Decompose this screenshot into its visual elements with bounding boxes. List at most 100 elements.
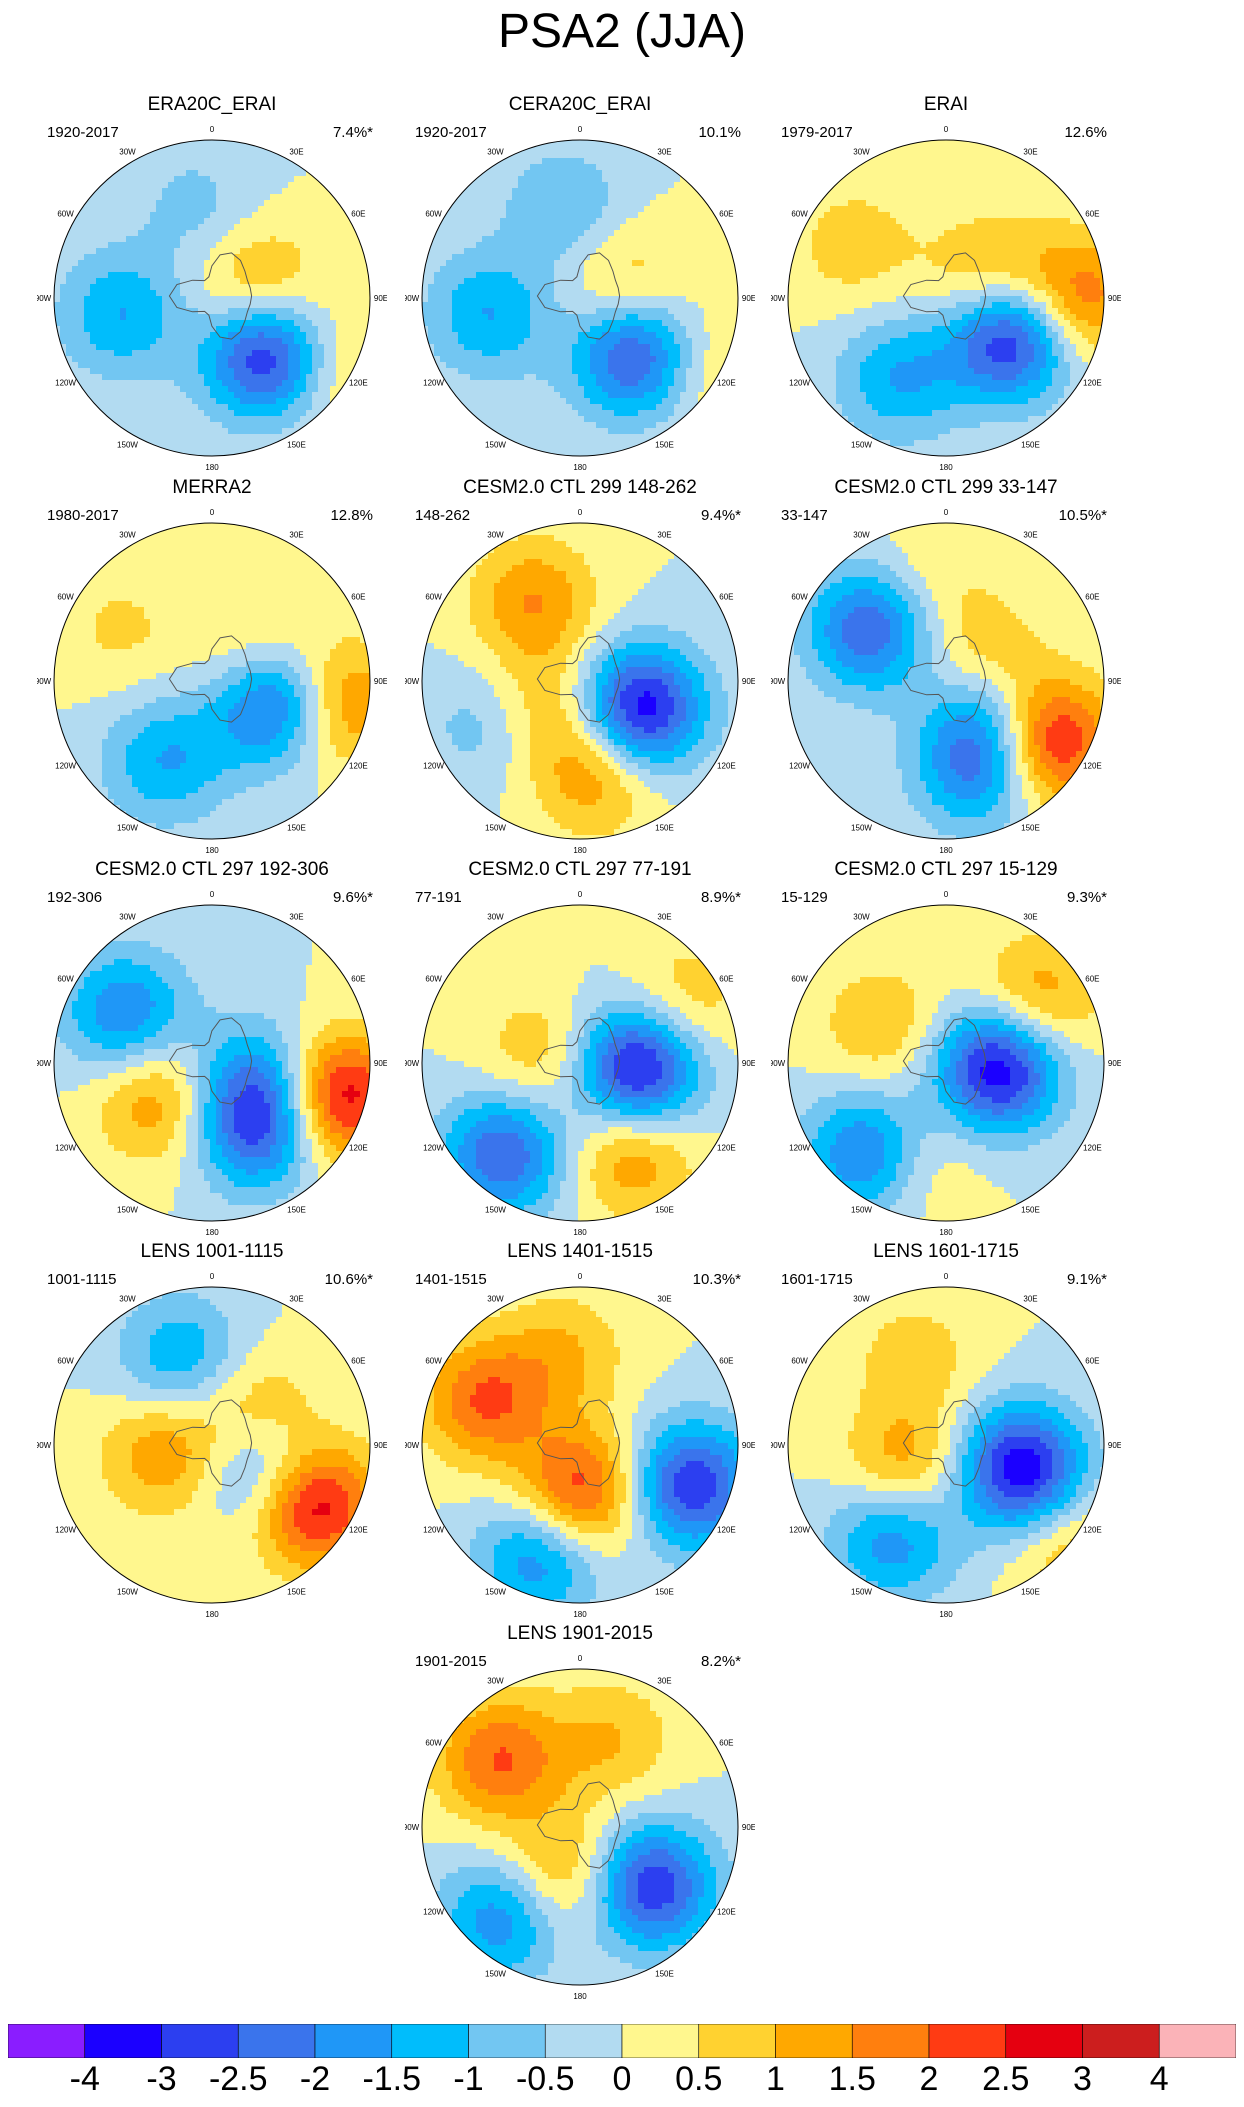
field-cell: [66, 266, 73, 273]
field-cell: [632, 338, 639, 345]
field-cell: [150, 176, 157, 183]
field-cell: [102, 260, 109, 267]
field-cell: [120, 308, 127, 315]
field-cell: [78, 146, 85, 153]
field-cell: [530, 272, 537, 279]
field-cell: [348, 182, 355, 189]
field-cell: [524, 266, 531, 273]
field-cell: [536, 170, 543, 177]
field-cell: [650, 296, 657, 303]
field-cell: [72, 362, 79, 369]
field-cell: [126, 290, 133, 297]
field-cell: [728, 218, 735, 225]
field-cell: [542, 224, 549, 231]
field-cell: [282, 290, 289, 297]
field-cell: [138, 248, 145, 255]
field-cell: [162, 368, 169, 375]
field-cell: [246, 284, 253, 291]
field-cell: [174, 152, 181, 159]
field-cell: [644, 380, 651, 387]
field-cell: [270, 332, 277, 339]
field-cell: [680, 302, 687, 309]
field-cell: [222, 266, 229, 273]
field-cell: [698, 320, 705, 327]
field-cell: [186, 368, 193, 375]
field-cell: [620, 260, 627, 267]
field-cell: [270, 140, 277, 147]
field-cell: [138, 404, 145, 411]
field-cell: [120, 158, 127, 165]
field-cell: [354, 404, 361, 411]
field-cell: [312, 206, 319, 213]
field-cell: [216, 278, 223, 285]
field-cell: [252, 218, 259, 225]
field-cell: [210, 404, 217, 411]
field-cell: [536, 356, 543, 363]
field-cell: [276, 218, 283, 225]
field-cell: [144, 302, 151, 309]
field-cell: [614, 200, 621, 207]
field-cell: [722, 188, 729, 195]
field-cell: [102, 158, 109, 165]
field-cell: [228, 428, 235, 435]
field-cell: [506, 326, 513, 333]
field-cell: [216, 152, 223, 159]
field-cell: [650, 338, 657, 345]
field-cell: [464, 242, 471, 249]
field-cell: [584, 272, 591, 279]
field-cell: [440, 314, 447, 321]
field-cell: [458, 338, 465, 345]
field-cell: [66, 422, 73, 429]
field-cell: [620, 272, 627, 279]
field-cell: [722, 338, 729, 345]
field-cell: [476, 332, 483, 339]
field-cell: [210, 344, 217, 351]
field-cell: [548, 266, 555, 273]
field-cell: [686, 308, 693, 315]
field-cell: [716, 194, 723, 201]
field-cell: [476, 194, 483, 201]
field-cell: [84, 338, 91, 345]
field-cell: [258, 218, 265, 225]
field-cell: [300, 254, 307, 261]
field-cell: [102, 266, 109, 273]
field-cell: [312, 344, 319, 351]
field-cell: [252, 338, 259, 345]
field-cell: [650, 314, 657, 321]
field-cell: [72, 398, 79, 405]
field-cell: [168, 200, 175, 207]
field-cell: [656, 236, 663, 243]
field-cell: [66, 308, 73, 315]
field-cell: [632, 296, 639, 303]
field-cell: [602, 332, 609, 339]
field-cell: [644, 188, 651, 195]
field-cell: [728, 194, 735, 201]
field-cell: [440, 158, 447, 165]
field-cell: [662, 182, 669, 189]
field-cell: [156, 152, 163, 159]
field-cell: [126, 410, 133, 417]
field-cell: [222, 380, 229, 387]
field-cell: [234, 326, 241, 333]
field-cell: [452, 176, 459, 183]
field-cell: [246, 164, 253, 171]
field-cell: [524, 374, 531, 381]
field-cell: [144, 284, 151, 291]
field-cell: [150, 140, 157, 147]
field-cell: [440, 290, 447, 297]
field-cell: [276, 422, 283, 429]
field-cell: [72, 338, 79, 345]
field-cell: [470, 158, 477, 165]
field-cell: [120, 422, 127, 429]
field-cell: [668, 254, 675, 261]
field-cell: [312, 362, 319, 369]
field-cell: [84, 422, 91, 429]
field-cell: [518, 206, 525, 213]
field-cell: [192, 422, 199, 429]
field-cell: [518, 284, 525, 291]
field-cell: [632, 248, 639, 255]
field-cell: [252, 404, 259, 411]
field-cell: [324, 398, 331, 405]
field-cell: [318, 398, 325, 405]
field-cell: [662, 194, 669, 201]
